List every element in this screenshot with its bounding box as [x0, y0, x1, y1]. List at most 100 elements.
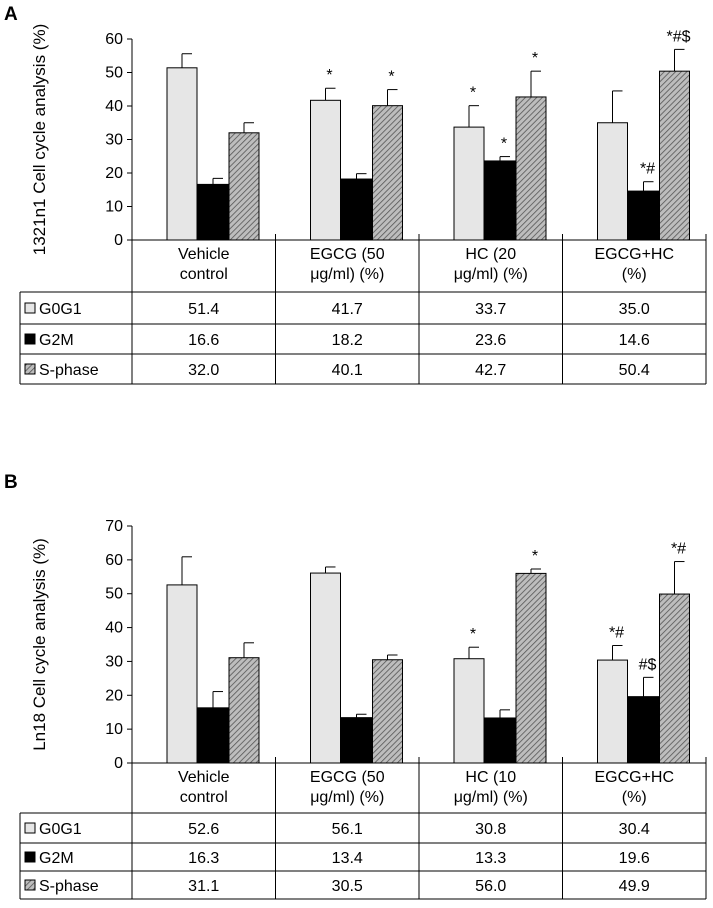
bar-g0g1 [310, 572, 341, 764]
bar-s-phase [372, 105, 403, 241]
table-cell-value: 30.4 [619, 821, 650, 838]
table-cell-value: 19.6 [619, 850, 650, 867]
table-cell-value: 35.0 [619, 301, 650, 318]
bar-g2m [628, 696, 659, 764]
significance-label: *# [609, 625, 624, 642]
table-cell-value: 32.0 [188, 362, 219, 379]
y-tick-label: 40 [105, 620, 123, 637]
legend-label-s-phase: S-phase [39, 362, 99, 379]
table-cell-value: 13.4 [332, 850, 363, 867]
table-cell-value: 13.3 [475, 850, 506, 867]
y-tick-label: 0 [114, 755, 123, 772]
y-tick-label: 20 [105, 165, 123, 182]
panel-label-b: B [4, 472, 18, 493]
table-cell-value: 23.6 [475, 332, 506, 349]
significance-label: * [470, 626, 476, 643]
panel-label-a: A [4, 4, 18, 25]
bar-g2m [197, 707, 229, 764]
significance-label: * [388, 69, 394, 86]
y-tick-label: 30 [105, 132, 123, 149]
bar-g2m [484, 717, 516, 764]
bar-g2m [628, 190, 659, 241]
legend-label-g0g1: G0G1 [39, 301, 82, 318]
x-category-label: EGCG+HC [594, 246, 674, 263]
bar-s-phase [228, 657, 260, 764]
x-category-label: Vehicle [178, 246, 230, 263]
x-category-label: μg/ml) (%) [454, 789, 528, 806]
table-cell-value: 40.1 [332, 362, 363, 379]
legend-swatch-g0g1 [24, 822, 36, 834]
bar-g0g1 [597, 122, 628, 241]
y-tick-label: 10 [105, 721, 123, 738]
table-cell-value: 51.4 [188, 301, 219, 318]
bar-g0g1 [310, 99, 341, 241]
significance-label: *# [671, 541, 686, 558]
x-category-label: μg/ml) (%) [310, 266, 384, 283]
y-tick-label: 70 [105, 518, 123, 535]
table-cell-value: 14.6 [619, 332, 650, 349]
bar-g0g1 [166, 584, 198, 764]
y-tick-label: 20 [105, 687, 123, 704]
y-tick-label: 60 [105, 552, 123, 569]
bar-s-phase [659, 70, 690, 241]
table-cell-value: 31.1 [188, 878, 219, 895]
table-cell-value: 30.5 [332, 878, 363, 895]
x-category-label: μg/ml) (%) [310, 789, 384, 806]
significance-label: * [532, 50, 538, 67]
x-category-label: Vehicle [178, 769, 230, 786]
legend-swatch-g2m [24, 333, 36, 345]
x-category-label: HC (20 [465, 246, 516, 263]
table-cell-value: 50.4 [619, 362, 650, 379]
table-cell-value: 16.3 [188, 850, 219, 867]
bar-s-phase [228, 132, 260, 241]
table-cell-value: 16.6 [188, 332, 219, 349]
x-category-label: (%) [622, 266, 647, 283]
y-tick-label: 60 [105, 31, 123, 48]
significance-label: * [470, 85, 476, 102]
table-cell-value: 18.2 [332, 332, 363, 349]
y-tick-label: 50 [105, 65, 123, 82]
x-category-label: EGCG+HC [594, 769, 674, 786]
bar-g2m [197, 183, 229, 241]
chart-panel-b: Ln18 Cell cycle analysis (%) 0 10 20 30 40 50 6… [19, 518, 707, 900]
bar-s-phase [372, 659, 403, 764]
table-cell-value: 49.9 [619, 878, 650, 895]
bar-s-phase [659, 593, 690, 764]
x-category-label: EGCG (50 [310, 769, 385, 786]
x-category-label: control [180, 789, 228, 806]
bar-g0g1 [453, 126, 485, 241]
legend-label-s-phase: S-phase [39, 878, 99, 895]
table-cell-value: 56.0 [475, 878, 506, 895]
significance-label: * [532, 548, 538, 565]
legend-swatch-s-phase [24, 879, 36, 891]
x-category-label: (%) [622, 789, 647, 806]
legend-label-g2m: G2M [39, 850, 74, 867]
y-axis-title: Ln18 Cell cycle analysis (%) [30, 538, 49, 751]
significance-label: *# [640, 161, 655, 178]
chart-panel-a: 1321n1 Cell cycle analysis (%) 0 10 20 30 40 5… [19, 24, 707, 385]
y-tick-label: 10 [105, 199, 123, 216]
bar-g2m [484, 160, 516, 241]
y-tick-label: 50 [105, 586, 123, 603]
x-category-label: HC (10 [465, 769, 516, 786]
y-tick-label: 30 [105, 653, 123, 670]
x-category-label: control [180, 266, 228, 283]
table-cell-value: 41.7 [332, 301, 363, 318]
table-cell-value: 33.7 [475, 301, 506, 318]
table-cell-value: 42.7 [475, 362, 506, 379]
legend-label-g0g1: G0G1 [39, 821, 82, 838]
legend-swatch-g2m [24, 851, 36, 863]
x-category-label: μg/ml) (%) [454, 266, 528, 283]
bar-g0g1 [453, 658, 485, 764]
significance-label: #$ [639, 656, 657, 673]
legend-swatch-s-phase [24, 363, 36, 375]
table-cell-value: 30.8 [475, 821, 506, 838]
table-cell-value: 52.6 [188, 821, 219, 838]
significance-label: *#$ [666, 28, 690, 45]
significance-label: * [326, 67, 332, 84]
bar-g0g1 [166, 67, 198, 241]
table-cell-value: 56.1 [332, 821, 363, 838]
bar-g2m [341, 717, 372, 764]
x-category-label: EGCG (50 [310, 246, 385, 263]
